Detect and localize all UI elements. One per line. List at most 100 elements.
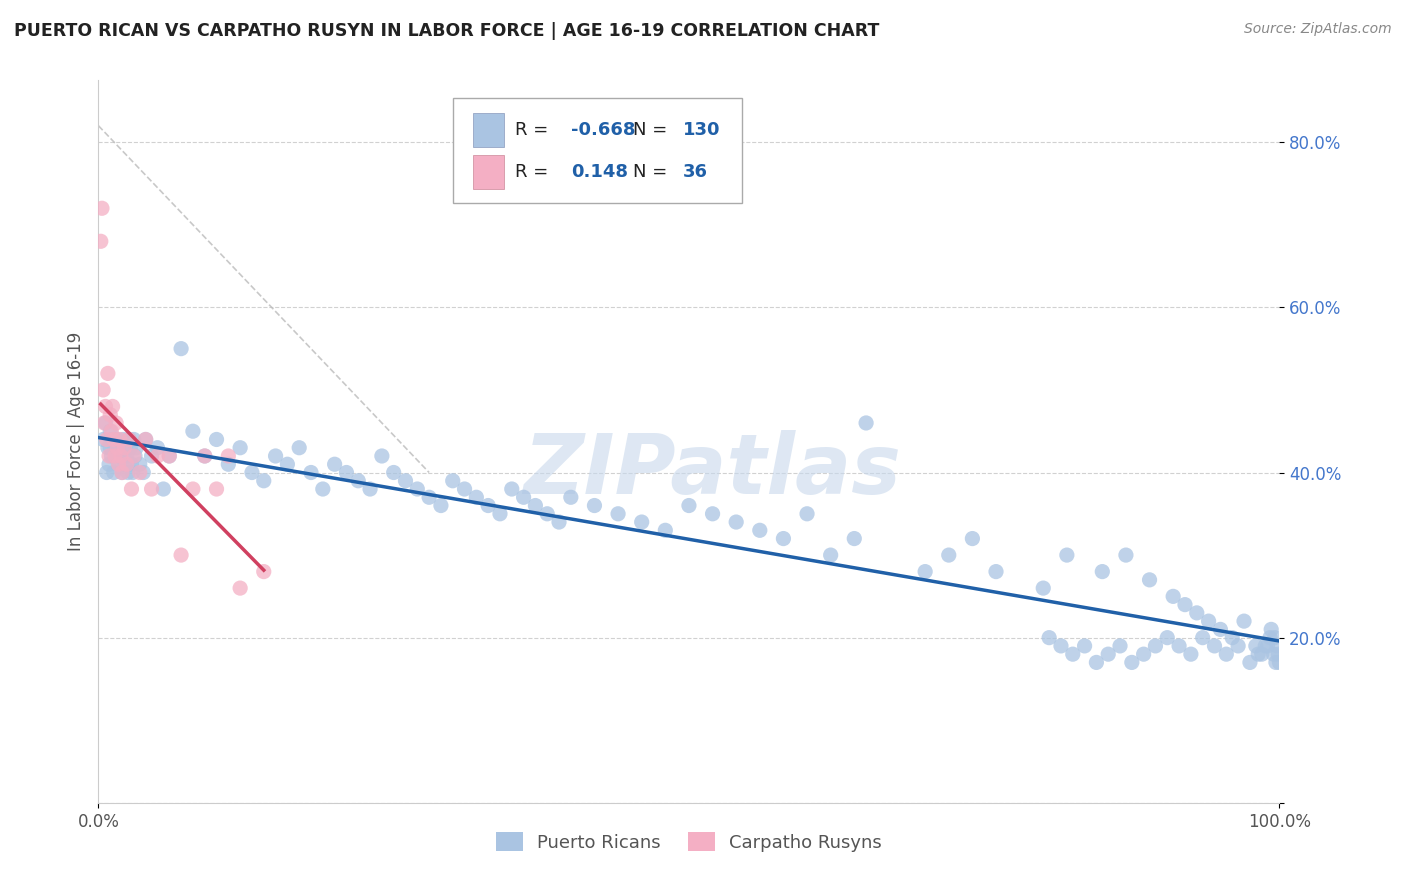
Text: N =: N = (634, 163, 668, 181)
Point (110, 441, 132, 455)
Point (299, 466, 322, 480)
Point (117, 466, 139, 480)
Point (107, 457, 129, 471)
Point (112, 433, 135, 447)
Point (276, 457, 298, 471)
Point (125, 441, 148, 455)
Point (107, 457, 129, 471)
Point (914, 565, 936, 579)
Point (217, 457, 239, 471)
Point (1091, 565, 1114, 579)
Point (97, 441, 120, 455)
Point (205, 433, 228, 447)
Point (253, 474, 276, 488)
Point (1062, 647, 1084, 661)
Point (181, 482, 204, 496)
Point (1085, 656, 1108, 670)
Point (98, 424, 121, 438)
Point (91, 383, 114, 397)
Point (157, 449, 180, 463)
Text: 130: 130 (683, 121, 720, 139)
Point (120, 441, 142, 455)
Point (103, 466, 125, 480)
Point (94, 416, 117, 430)
Point (111, 466, 134, 480)
Point (128, 466, 150, 480)
Point (115, 449, 138, 463)
Point (118, 433, 141, 447)
Point (938, 548, 960, 562)
Point (312, 482, 335, 496)
Point (122, 433, 145, 447)
Point (103, 433, 125, 447)
Point (90, 235, 112, 249)
Point (98, 441, 121, 455)
Text: Source: ZipAtlas.com: Source: ZipAtlas.com (1244, 22, 1392, 37)
Point (132, 466, 155, 480)
Point (104, 449, 127, 463)
Point (347, 474, 370, 488)
Point (1073, 639, 1095, 653)
Point (98, 449, 121, 463)
Legend: Puerto Ricans, Carpatho Rusyns: Puerto Ricans, Carpatho Rusyns (488, 825, 890, 859)
Point (512, 490, 534, 504)
Point (1174, 598, 1197, 612)
Point (1268, 656, 1291, 670)
Point (124, 449, 146, 463)
Point (371, 449, 394, 463)
Point (98, 408, 121, 422)
Point (1233, 614, 1256, 628)
Point (121, 466, 143, 480)
Point (93, 416, 115, 430)
Point (406, 482, 429, 496)
Point (112, 441, 135, 455)
Point (1132, 647, 1154, 661)
Point (1264, 656, 1286, 670)
Point (205, 482, 228, 496)
Point (524, 499, 547, 513)
Point (630, 515, 652, 529)
Point (772, 532, 794, 546)
Point (101, 433, 124, 447)
Point (748, 524, 770, 538)
Point (146, 449, 169, 463)
Point (560, 490, 582, 504)
Point (1038, 631, 1060, 645)
Point (855, 416, 877, 430)
Text: R =: R = (516, 163, 548, 181)
Point (418, 490, 440, 504)
Point (465, 490, 488, 504)
Point (1056, 548, 1078, 562)
Point (1109, 639, 1132, 653)
Point (111, 466, 134, 480)
Point (453, 482, 475, 496)
Point (796, 507, 818, 521)
Point (108, 449, 131, 463)
Point (1050, 639, 1073, 653)
FancyBboxPatch shape (472, 112, 503, 147)
Point (1260, 623, 1282, 637)
Point (115, 457, 138, 471)
FancyBboxPatch shape (453, 98, 742, 203)
Point (121, 457, 143, 471)
Y-axis label: In Labor Force | Age 16-19: In Labor Force | Age 16-19 (66, 332, 84, 551)
Point (1209, 623, 1232, 637)
Point (501, 482, 523, 496)
Point (1185, 606, 1208, 620)
Point (1121, 656, 1143, 670)
Point (607, 507, 630, 521)
Point (181, 424, 204, 438)
Text: PUERTO RICAN VS CARPATHO RUSYN IN LABOR FORCE | AGE 16-19 CORRELATION CHART: PUERTO RICAN VS CARPATHO RUSYN IN LABOR … (14, 22, 879, 40)
Point (359, 482, 381, 496)
Point (1156, 631, 1178, 645)
Point (157, 449, 180, 463)
Point (820, 548, 842, 562)
Point (702, 507, 724, 521)
Text: R =: R = (516, 121, 548, 139)
Point (98, 457, 121, 471)
Point (217, 449, 239, 463)
Point (105, 433, 128, 447)
Point (441, 474, 464, 488)
Text: 0.148: 0.148 (571, 163, 628, 181)
Point (1144, 639, 1167, 653)
